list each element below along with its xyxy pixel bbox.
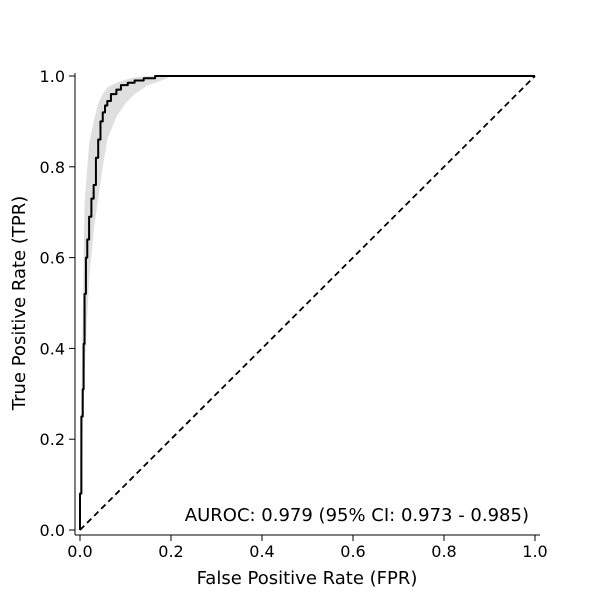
y-tick-label: 0.8 bbox=[40, 158, 65, 177]
y-tick-label: 0.6 bbox=[40, 249, 65, 268]
y-axis-label: True Positive Rate (TPR) bbox=[9, 196, 30, 411]
y-tick-label: 1.0 bbox=[40, 67, 65, 86]
diagonal-reference-line bbox=[79, 75, 536, 531]
x-tick-label: 0.8 bbox=[431, 542, 456, 561]
y-tick-label: 0.0 bbox=[40, 521, 65, 540]
y-tick-label: 0.2 bbox=[40, 430, 65, 449]
y-tick-label: 0.4 bbox=[40, 339, 65, 358]
x-tick-label: 0.2 bbox=[158, 542, 183, 561]
x-tick-label: 0.6 bbox=[340, 542, 365, 561]
x-tick-label: 1.0 bbox=[522, 542, 547, 561]
x-tick-label: 0.4 bbox=[249, 542, 274, 561]
axes: 0.0 0.2 0.4 0.6 0.8 1.0 0.0 0.2 0.4 0.6 0.8 1.0 bbox=[40, 67, 548, 561]
x-axis-label: False Positive Rate (FPR) bbox=[197, 568, 418, 589]
roc-curve-line bbox=[79, 75, 535, 530]
auroc-annotation: AUROC: 0.979 (95% CI: 0.973 - 0.985) bbox=[185, 505, 529, 526]
plot-area bbox=[79, 75, 536, 531]
x-tick-label: 0.0 bbox=[67, 542, 92, 561]
